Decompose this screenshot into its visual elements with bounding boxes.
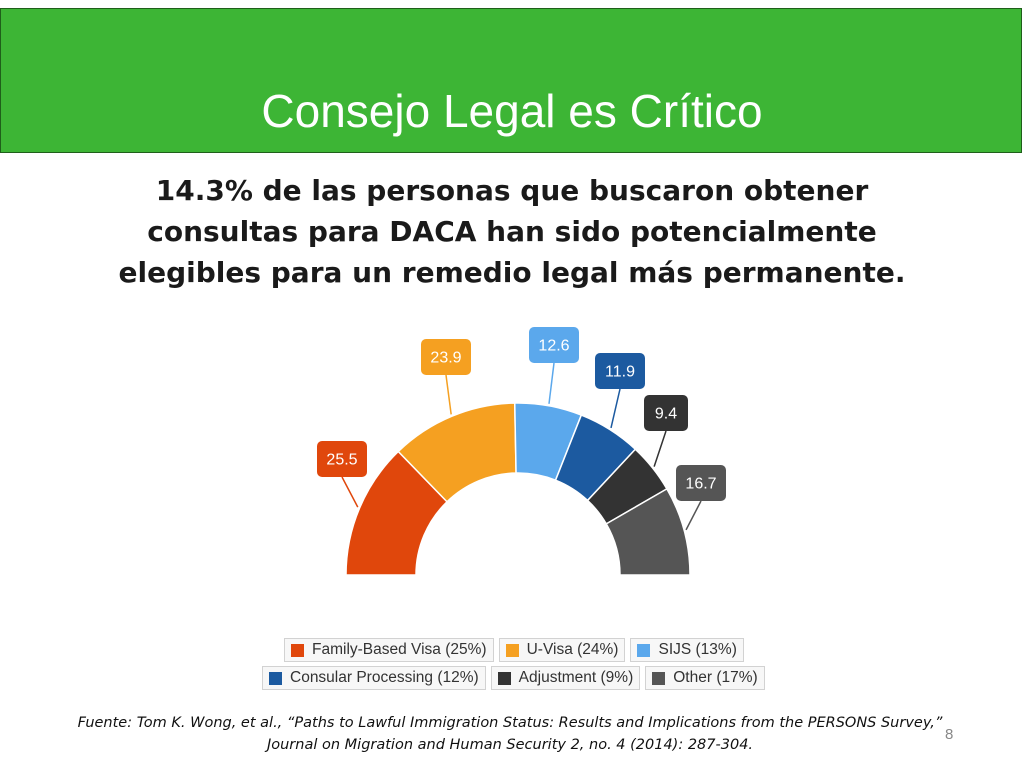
chart-data-label: 16.7 bbox=[685, 476, 716, 493]
chart-leader-line bbox=[341, 476, 359, 508]
title-banner bbox=[0, 8, 1022, 153]
legend-item-family-based-visa: Family-Based Visa (25%) bbox=[284, 638, 494, 662]
chart-data-label: 11.9 bbox=[605, 364, 635, 381]
chart-slice bbox=[605, 487, 691, 576]
chart-data-label: 9.4 bbox=[655, 406, 677, 423]
legend-swatch bbox=[652, 671, 666, 685]
legend-label: U-Visa (24%) bbox=[526, 641, 619, 658]
chart-data-label-box bbox=[421, 339, 471, 375]
source-line-2: Journal on Migration and Human Security … bbox=[266, 737, 754, 753]
source-line-1: Fuente: Tom K. Wong, et al., “Paths to L… bbox=[77, 715, 943, 731]
slide-title: Consejo Legal es Crítico bbox=[261, 85, 763, 137]
legend-swatch bbox=[505, 643, 519, 657]
legend-item-adjustment: Adjustment (9%) bbox=[490, 666, 641, 690]
legend-item-consular-processing: Consular Processing (12%) bbox=[262, 666, 486, 690]
legend-swatch bbox=[497, 671, 511, 685]
chart-leader-line bbox=[653, 430, 667, 467]
legend-item-other: Other (17%) bbox=[645, 666, 765, 690]
legend-swatch bbox=[637, 643, 651, 657]
chart-legend: Family-Based Visa (25%) U-Visa (24%) SIJ… bbox=[262, 638, 782, 694]
chart-data-label-box bbox=[595, 353, 645, 389]
source-citation: Fuente: Tom K. Wong, et al., “Paths to L… bbox=[70, 712, 950, 756]
legend-label: Adjustment (9%) bbox=[518, 669, 634, 686]
chart-leader-line bbox=[548, 362, 555, 404]
chart-data-label-box bbox=[317, 441, 367, 477]
legend-label: Family-Based Visa (25%) bbox=[312, 641, 487, 658]
legend-label: Consular Processing (12%) bbox=[290, 669, 479, 686]
page-number: 8 bbox=[945, 726, 954, 743]
chart-data-label-box bbox=[529, 327, 579, 363]
legend-row: Consular Processing (12%) Adjustment (9%… bbox=[262, 666, 782, 690]
legend-label: SIJS (13%) bbox=[658, 641, 737, 658]
slide-subtitle: 14.3% de las personas que buscaron obten… bbox=[118, 174, 906, 289]
legend-row: Family-Based Visa (25%) U-Visa (24%) SIJ… bbox=[262, 638, 782, 662]
legend-item-u-visa: U-Visa (24%) bbox=[498, 638, 626, 662]
chart-data-label: 12.6 bbox=[538, 338, 569, 355]
half-donut-chart: 25.5 23.9 12.6 11.9 9.4 16.7 bbox=[317, 327, 726, 576]
chart-data-label: 25.5 bbox=[326, 452, 357, 469]
chart-leader-line bbox=[610, 388, 621, 429]
chart-leader-line bbox=[685, 500, 702, 531]
chart-data-label: 23.9 bbox=[430, 350, 461, 367]
chart-data-label-box bbox=[644, 395, 688, 431]
chart-leader-line bbox=[445, 374, 452, 415]
chart-data-label-box bbox=[676, 465, 726, 501]
legend-swatch bbox=[269, 671, 282, 685]
legend-label: Other (17%) bbox=[673, 669, 758, 686]
legend-item-sijs: SIJS (13%) bbox=[630, 638, 744, 662]
legend-swatch bbox=[291, 643, 304, 657]
